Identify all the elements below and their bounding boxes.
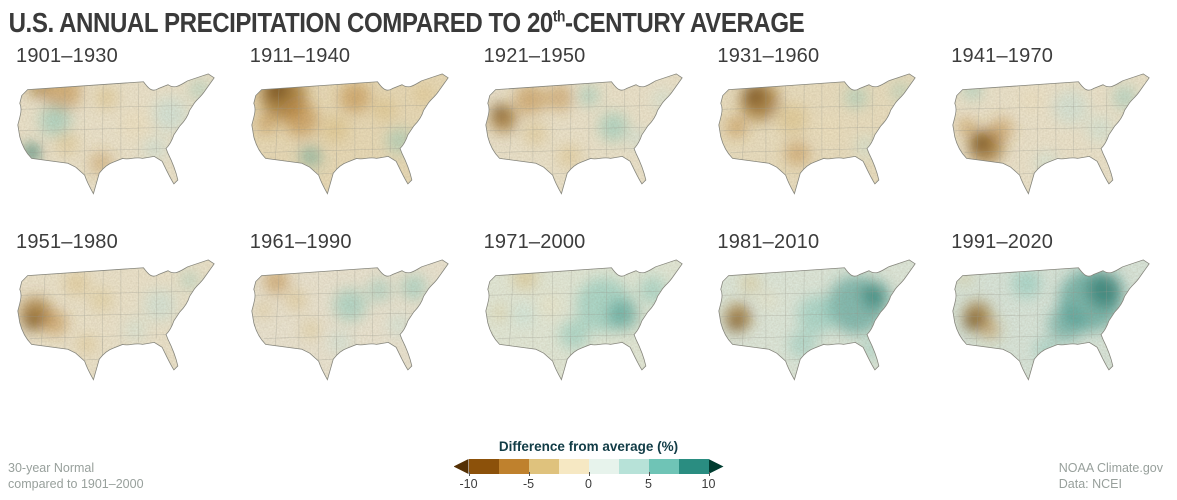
colorbar-ticks: -10 -5 0 5 10 (459, 472, 715, 492)
footnote-baseline: 30-year Normal compared to 1901–2000 (8, 460, 144, 493)
map-panel-1981-2010: 1981–2010 (709, 227, 935, 403)
colorbar-tick-label: -10 (459, 477, 478, 491)
colorbar-tick-label: -5 (522, 477, 535, 491)
us-precipitation-map (485, 259, 683, 381)
us-precipitation-map (251, 259, 449, 381)
map-panel-1971-2000: 1971–2000 (476, 227, 702, 403)
us-precipitation-map (485, 73, 683, 195)
colorbar-segment-1 (498, 459, 529, 474)
panel-period-label: 1961–1990 (249, 231, 352, 254)
map-panel-1911-1940: 1911–1940 (242, 41, 468, 217)
colorbar-segment-7 (678, 459, 709, 474)
colorbar-segment-6 (648, 459, 679, 474)
credit-data-source: Data: NCEI (1058, 476, 1122, 491)
colorbar-segment-2 (528, 459, 559, 474)
colorbar-tickmark (528, 472, 530, 476)
map-panel-1991-2020: 1991–2020 (943, 227, 1169, 403)
us-precipitation-map (718, 73, 917, 195)
title-text-1: U.S. ANNUAL PRECIPITATION COMPARED TO 20 (8, 7, 554, 38)
colorbar (429, 459, 749, 474)
map-panel-1901-1930: 1901–1930 (8, 41, 234, 217)
colorbar-segment-0 (468, 459, 499, 474)
colorbar-segment-4 (588, 459, 619, 474)
panel-period-label: 1951–1980 (16, 231, 118, 254)
colorbar-tick-label: 0 (585, 477, 592, 491)
legend-title: Difference from average (%) (498, 439, 679, 454)
map-panel-1951-1980: 1951–1980 (8, 227, 234, 403)
colorbar-legend: Difference from average (%) -10 -5 0 5 10 (429, 439, 749, 492)
colorbar-segment-5 (618, 459, 649, 474)
colorbar-segment-3 (558, 459, 589, 474)
us-precipitation-map (251, 73, 449, 195)
footnote-baseline-line2: compared to 1901–2000 (8, 476, 144, 491)
panel-period-label: 1901–1930 (16, 45, 118, 67)
map-grid: 1901–1930 1911–1940 (0, 39, 1177, 404)
us-precipitation-map (952, 73, 1150, 195)
colorbar-tick-label: 5 (645, 477, 652, 491)
map-panel-1941-1970: 1941–1970 (943, 41, 1169, 217)
map-panel-1921-1950: 1921–1950 (476, 41, 702, 217)
panel-period-label: 1971–2000 (483, 231, 586, 254)
panel-period-label: 1911–1940 (249, 45, 351, 67)
credit-noaa: NOAA Climate.gov (1058, 460, 1163, 475)
colorbar-tickmark (468, 472, 470, 476)
panel-period-label: 1941–1970 (951, 45, 1054, 67)
map-panel-1931-1960: 1931–1960 (709, 41, 935, 217)
colorbar-arrow-left (453, 459, 469, 474)
panel-period-label: 1931–1960 (717, 45, 820, 67)
panel-period-label: 1981–2010 (717, 231, 820, 254)
footnote-credit: NOAA Climate.gov Data: NCEI (1059, 460, 1163, 493)
us-precipitation-map (17, 259, 215, 381)
us-precipitation-map (952, 259, 1150, 381)
map-panel-1961-1990: 1961–1990 (242, 227, 468, 403)
panel-period-label: 1921–1950 (483, 45, 586, 67)
us-precipitation-map (718, 259, 917, 381)
footnote-baseline-line1: 30-year Normal (8, 460, 95, 475)
title-text-2: -CENTURY AVERAGE (565, 7, 805, 38)
colorbar-tick-label: 10 (701, 477, 716, 491)
title-superscript: th (552, 8, 566, 26)
colorbar-tickmark (648, 472, 650, 476)
colorbar-tickmark (708, 472, 710, 476)
us-precipitation-map (17, 73, 215, 195)
colorbar-arrow-right (708, 459, 724, 474)
panel-period-label: 1991–2020 (951, 231, 1054, 254)
page-title: U.S. ANNUAL PRECIPITATION COMPARED TO 20… (0, 0, 1012, 39)
colorbar-tickmark (588, 472, 590, 476)
